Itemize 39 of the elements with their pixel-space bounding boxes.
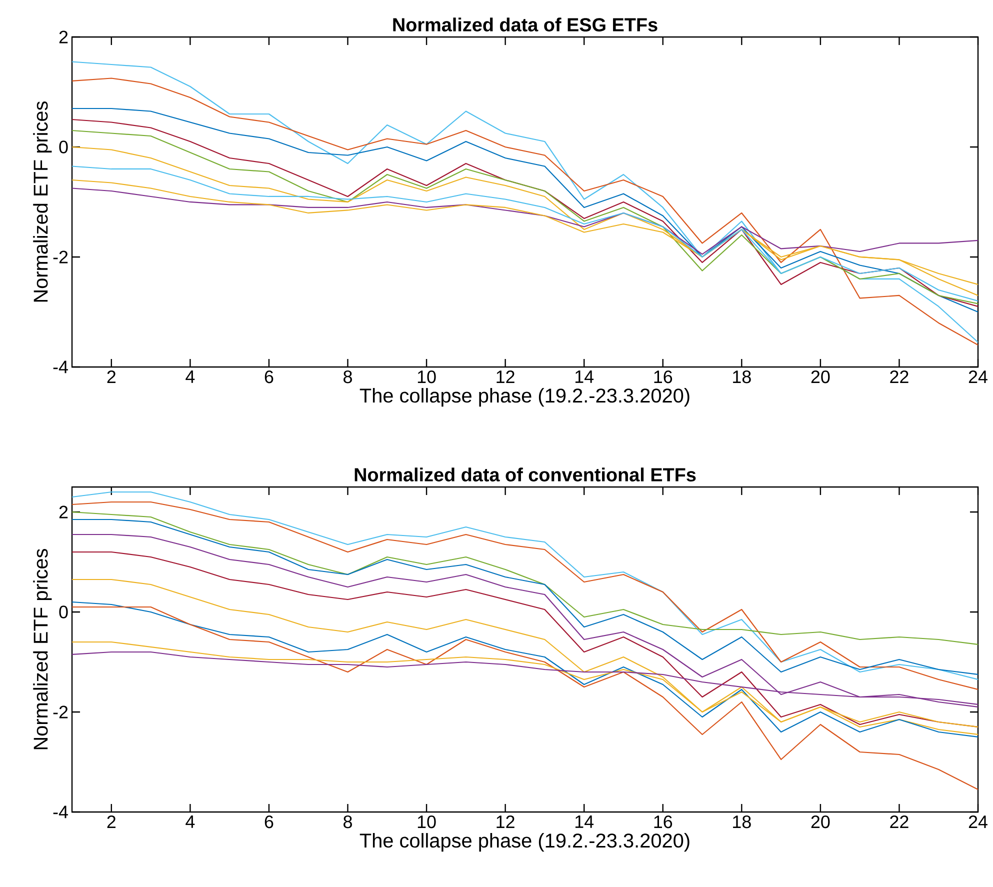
y-axis-title: Normalized ETF prices — [33, 548, 52, 750]
x-tick-label: 18 — [733, 815, 751, 828]
line-series — [72, 511, 978, 646]
x-tick-label: 2 — [107, 370, 116, 384]
x-tick-label: 14 — [575, 370, 594, 383]
x-tick-label: 16 — [654, 815, 672, 828]
y-tick-label: -4 — [53, 806, 68, 818]
x-tick-label: 24 — [968, 815, 988, 828]
y-tick-label: -4 — [53, 360, 68, 374]
y-tick-label: 2 — [59, 506, 68, 518]
chart-title: Normalized data of conventional ETFs — [354, 468, 696, 482]
x-tick-label: 6 — [264, 815, 274, 828]
x-tick-label: 2 — [107, 815, 116, 828]
x-tick-label: 22 — [890, 815, 908, 828]
x-tick-label: 14 — [575, 816, 594, 828]
y-axis-title: Normalized ETF prices — [33, 101, 52, 302]
x-tick-label: 4 — [186, 816, 195, 828]
y-tick-label: -2 — [53, 250, 68, 264]
x-tick-label: 4 — [186, 370, 195, 383]
x-tick-label: 10 — [418, 370, 436, 384]
x-tick-label: 8 — [344, 370, 352, 384]
x-tick-label: 8 — [344, 815, 352, 828]
x-tick-label: 18 — [733, 370, 751, 384]
x-tick-label: 24 — [968, 370, 988, 384]
x-tick-label: 22 — [890, 370, 908, 384]
x-tick-label: 6 — [264, 370, 274, 384]
x-axis-title: The collapse phase (19.2.-23.3.2020) — [360, 833, 690, 852]
y-tick-label: 2 — [59, 30, 68, 44]
x-tick-label: 20 — [811, 815, 830, 828]
x-axis-title: The collapse phase (19.2.-23.3.2020) — [360, 388, 690, 407]
x-tick-label: 12 — [496, 370, 514, 384]
chart-title: Normalized data of ESG ETFs — [393, 18, 658, 32]
x-tick-label: 20 — [811, 370, 830, 384]
y-tick-label: 0 — [59, 606, 68, 618]
x-tick-label: 12 — [496, 815, 514, 828]
y-tick-label: 0 — [59, 140, 68, 154]
x-tick-label: 10 — [418, 815, 436, 828]
y-tick-label: -2 — [53, 706, 68, 718]
x-tick-label: 16 — [654, 370, 672, 384]
